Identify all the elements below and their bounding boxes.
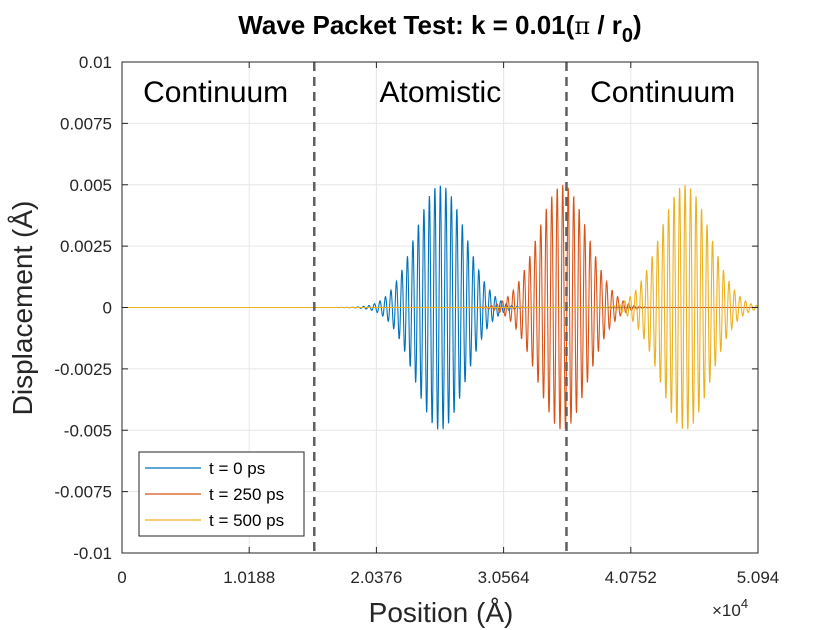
x-axis-label: Position (Å) xyxy=(369,597,514,628)
y-tick-label: 0 xyxy=(103,299,112,318)
region-label-0: Continuum xyxy=(143,76,288,109)
y-tick-label: 0.005 xyxy=(69,176,112,195)
x-axis-multiplier: ×104 xyxy=(712,596,748,620)
legend-label-1: t = 250 ps xyxy=(209,485,284,504)
y-tick-label: -0.0075 xyxy=(54,483,112,502)
x-tick-label: 3.0564 xyxy=(478,568,530,587)
region-labels: Continuum Atomistic Continuum xyxy=(143,76,735,109)
x-tick-label: 2.0376 xyxy=(350,568,402,587)
region-boundaries xyxy=(313,62,568,553)
legend-label-0: t = 0 ps xyxy=(209,459,265,478)
y-tick-label: 0.01 xyxy=(79,53,112,72)
x-tick-label: 5.094 xyxy=(737,568,780,587)
wave-series xyxy=(122,184,759,430)
y-axis-label: Displacement (Å) xyxy=(7,201,38,416)
legend: t = 0 ps t = 250 ps t = 500 ps xyxy=(138,451,305,537)
x-tick-label: 1.0188 xyxy=(223,568,275,587)
legend-label-2: t = 500 ps xyxy=(209,511,284,530)
y-tick-label: -0.01 xyxy=(73,544,112,563)
legend-box xyxy=(138,451,305,537)
x-tick-label: 4.0752 xyxy=(605,568,657,587)
region-label-2: Continuum xyxy=(590,76,735,109)
chart-title: Wave Packet Test: k = 0.01(π / r0) xyxy=(238,10,641,47)
y-tick-label: 0.0025 xyxy=(60,237,112,256)
y-tick-label: 0.0075 xyxy=(60,114,112,133)
y-tick-label: -0.0025 xyxy=(54,360,112,379)
region-label-1: Atomistic xyxy=(380,76,502,109)
series-line-2 xyxy=(122,184,759,430)
ticks: 0 1.0188 2.0376 3.0564 4.0752 5.094 0.01 0.0075… xyxy=(54,53,779,587)
y-tick-label: -0.005 xyxy=(64,421,112,440)
x-tick-label: 0 xyxy=(117,568,126,587)
